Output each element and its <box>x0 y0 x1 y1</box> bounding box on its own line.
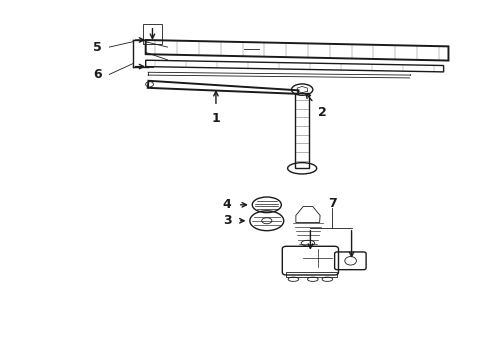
Text: 5: 5 <box>93 41 102 54</box>
Text: 3: 3 <box>223 214 231 227</box>
Text: 2: 2 <box>318 105 326 118</box>
Text: 6: 6 <box>94 68 102 81</box>
Text: 4: 4 <box>222 198 231 211</box>
Bar <box>143 24 162 44</box>
Text: 7: 7 <box>328 197 337 210</box>
Text: 1: 1 <box>212 112 220 125</box>
